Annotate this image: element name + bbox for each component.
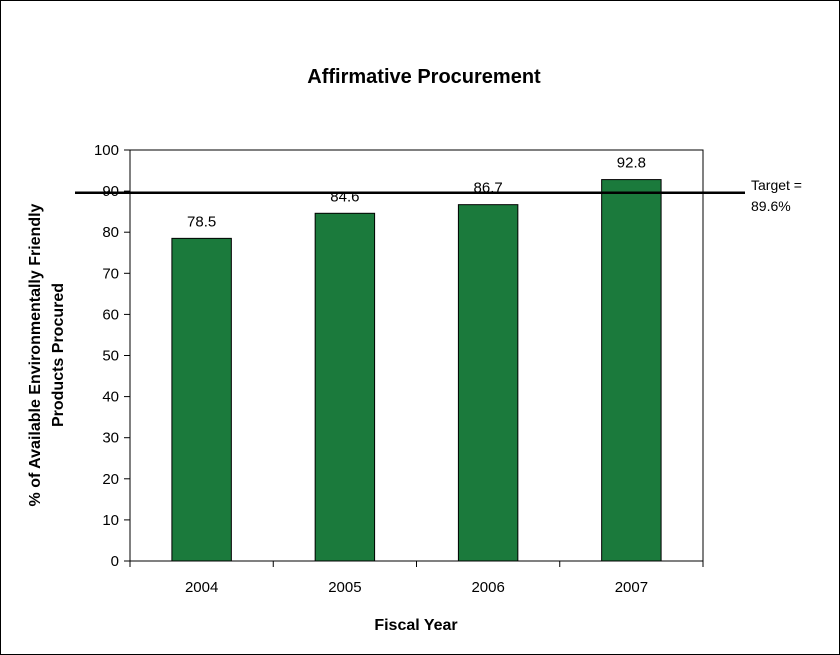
data-label-2007: 92.8 <box>617 155 646 172</box>
y-tick-label: 20 <box>102 471 119 488</box>
bar-2006 <box>457 204 519 562</box>
target-label-line1: Target = <box>751 177 802 193</box>
y-tick-label: 0 <box>111 553 119 570</box>
data-labels: 78.5 84.6 86.7 92.8 <box>187 155 646 231</box>
y-axis-title-line2: Products Procured <box>50 283 67 427</box>
x-tick-label: 2005 <box>328 579 361 596</box>
x-axis-ticks: 2004 2005 2006 2007 <box>129 561 704 596</box>
bar-2007 <box>601 179 662 562</box>
y-tick-label: 40 <box>102 389 119 406</box>
chart-title: Affirmative Procurement <box>307 66 541 88</box>
data-label-2005: 84.6 <box>330 188 359 205</box>
y-tick-label: 80 <box>102 224 119 241</box>
x-tick-label: 2007 <box>615 579 648 596</box>
y-axis-title-line1: % of Available Environmentally Friendly <box>27 203 44 506</box>
y-tick-label: 70 <box>102 265 119 282</box>
y-axis-ticks: 0102030405060708090100 <box>94 142 130 570</box>
data-label-2004: 78.5 <box>187 213 216 230</box>
x-tick-label: 2006 <box>471 579 504 596</box>
x-tick-label: 2004 <box>185 579 218 596</box>
target-label-line2: 89.6% <box>751 198 791 214</box>
data-label-2006: 86.7 <box>474 180 503 197</box>
y-tick-label: 10 <box>102 512 119 529</box>
x-axis-title: Fiscal Year <box>374 617 457 634</box>
y-tick-label: 50 <box>102 348 119 365</box>
bar-2004 <box>171 237 232 562</box>
bar-2005 <box>314 212 376 562</box>
y-tick-label: 60 <box>102 306 119 323</box>
y-tick-label: 30 <box>102 430 119 447</box>
y-tick-label: 100 <box>94 142 119 159</box>
bars <box>171 179 662 562</box>
